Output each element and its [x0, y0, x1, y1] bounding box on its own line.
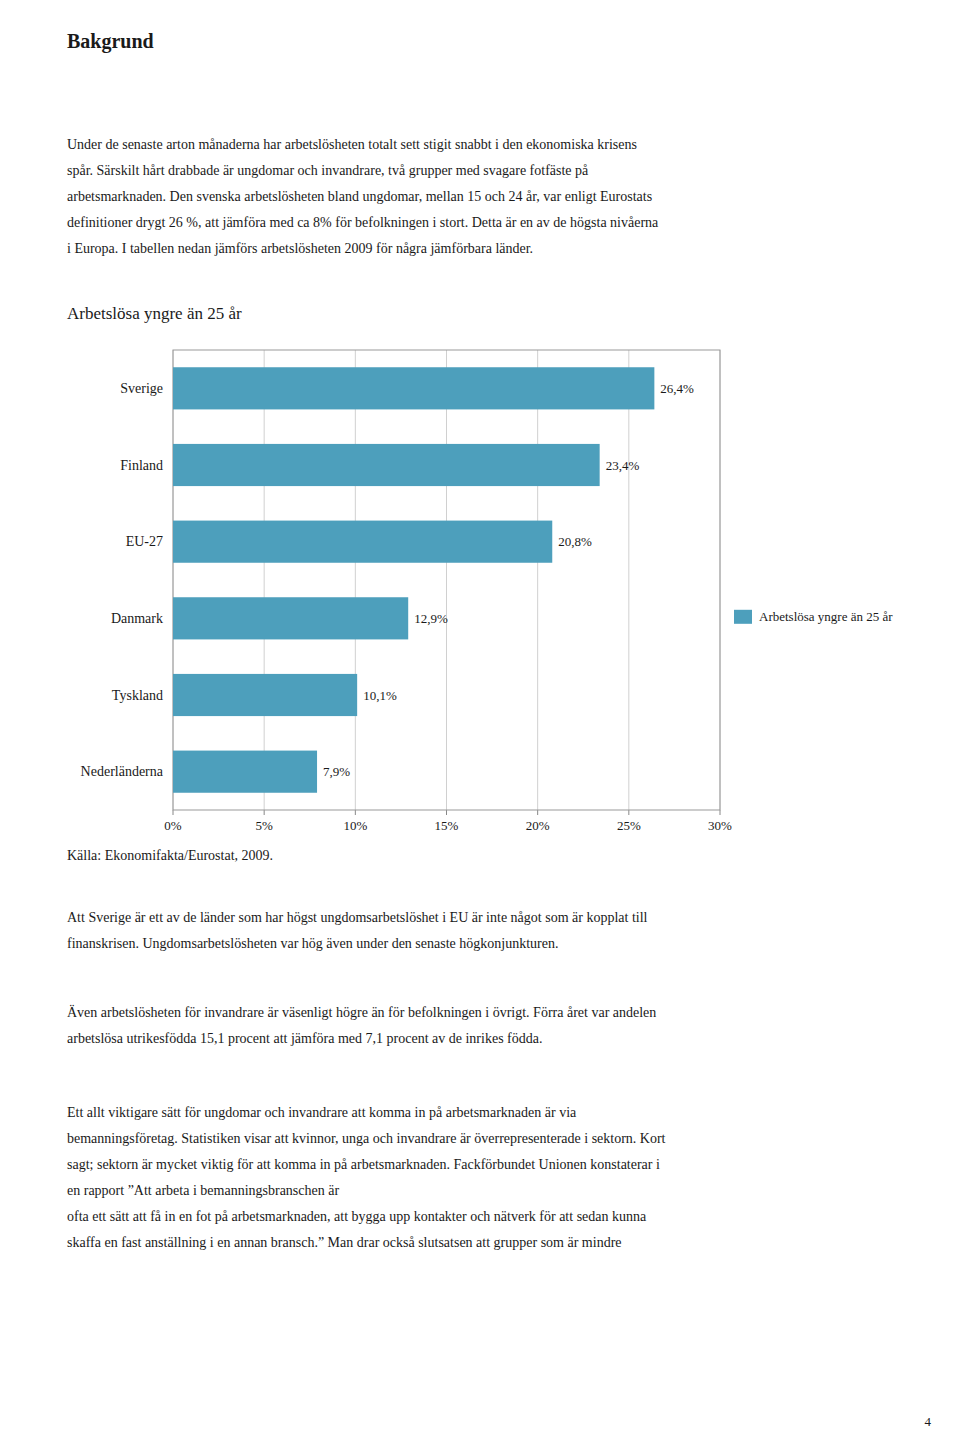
category-label: Sverige [120, 381, 163, 396]
legend: Arbetslösa yngre än 25 år [734, 609, 893, 624]
tick-mark [446, 810, 447, 815]
body-text: Att Sverige är ett av de länder som har … [67, 905, 647, 931]
body-text: arbetslösa utrikesfödda 15,1 procent att… [67, 1026, 542, 1052]
body-text: en rapport ”Att arbeta i bemanningsbrans… [67, 1178, 339, 1204]
intro-text: i Europa. I tabellen nedan jämförs arbet… [67, 236, 533, 262]
bar [173, 674, 357, 716]
data-label: 7,9% [323, 764, 350, 779]
bar [173, 444, 600, 486]
chart-title: Arbetslösa yngre än 25 år [67, 304, 242, 324]
tick-mark [355, 810, 356, 815]
tick-label: 10% [343, 818, 367, 833]
legend-label: Arbetslösa yngre än 25 år [759, 609, 893, 624]
data-label: 20,8% [558, 534, 592, 549]
body-text: finanskrisen. Ungdomsarbetslösheten var … [67, 931, 558, 957]
data-label: 10,1% [363, 688, 397, 703]
data-label: 26,4% [660, 381, 694, 396]
body-text: sagt; sektorn är mycket viktig för att k… [67, 1152, 660, 1178]
bars [173, 367, 654, 793]
chart: 0% 5% 10% 15% 20% 25% 30% 26,4% 23,4% 20,8% 12,9% 1… [0, 340, 960, 840]
bar [173, 751, 317, 793]
plot-frame [173, 350, 720, 810]
intro-text: spår. Särskilt hårt drabbade är ungdomar… [67, 158, 588, 184]
category-label: EU-27 [126, 534, 163, 549]
intro-text: Under de senaste arton månaderna har arb… [67, 132, 637, 158]
tick-mark [628, 810, 629, 815]
bar [173, 367, 654, 409]
intro-text: definitioner drygt 26 %, att jämföra med… [67, 210, 658, 236]
tick-label: 30% [708, 818, 732, 833]
tick-mark [537, 810, 538, 815]
category-label: Finland [120, 458, 163, 473]
heading: Bakgrund [67, 30, 154, 53]
tick-mark [720, 810, 721, 815]
grid-line [355, 350, 356, 810]
body-text: Ett allt viktigare sätt för ungdomar och… [67, 1100, 576, 1126]
bar [173, 597, 408, 639]
tick-label: 5% [255, 818, 273, 833]
intro-text: arbetsmarknaden. Den svenska arbetslöshe… [67, 184, 652, 210]
body-text: Även arbetslösheten för invandrare är vä… [67, 1000, 656, 1026]
category-label: Danmark [111, 611, 163, 626]
grid-line [628, 350, 629, 810]
grid-line [446, 350, 447, 810]
tick-label: 15% [435, 818, 459, 833]
tick-mark [173, 810, 174, 815]
grid-line [537, 350, 538, 810]
body-text: ofta ett sätt att få in en fot på arbets… [67, 1204, 646, 1230]
body-text: bemanningsföretag. Statistiken visar att… [67, 1126, 666, 1152]
tick-mark [264, 810, 265, 815]
page-number: 4 [925, 1414, 932, 1430]
grid-line [264, 350, 265, 810]
data-label: 12,9% [414, 611, 448, 626]
data-labels: 26,4% 23,4% 20,8% 12,9% 10,1% 7,9% [323, 381, 694, 779]
category-label: Tyskland [112, 688, 163, 703]
tick-label: 20% [526, 818, 550, 833]
category-label: Nederländerna [81, 764, 164, 779]
source: Källa: Ekonomifakta/Eurostat, 2009. [67, 848, 273, 864]
tick-label: 0% [164, 818, 182, 833]
legend-swatch [734, 610, 752, 624]
bar [173, 521, 552, 563]
data-label: 23,4% [606, 458, 640, 473]
tick-label: 25% [617, 818, 641, 833]
x-grid [173, 350, 720, 810]
body-text: skaffa en fast anställning i en annan br… [67, 1230, 622, 1256]
